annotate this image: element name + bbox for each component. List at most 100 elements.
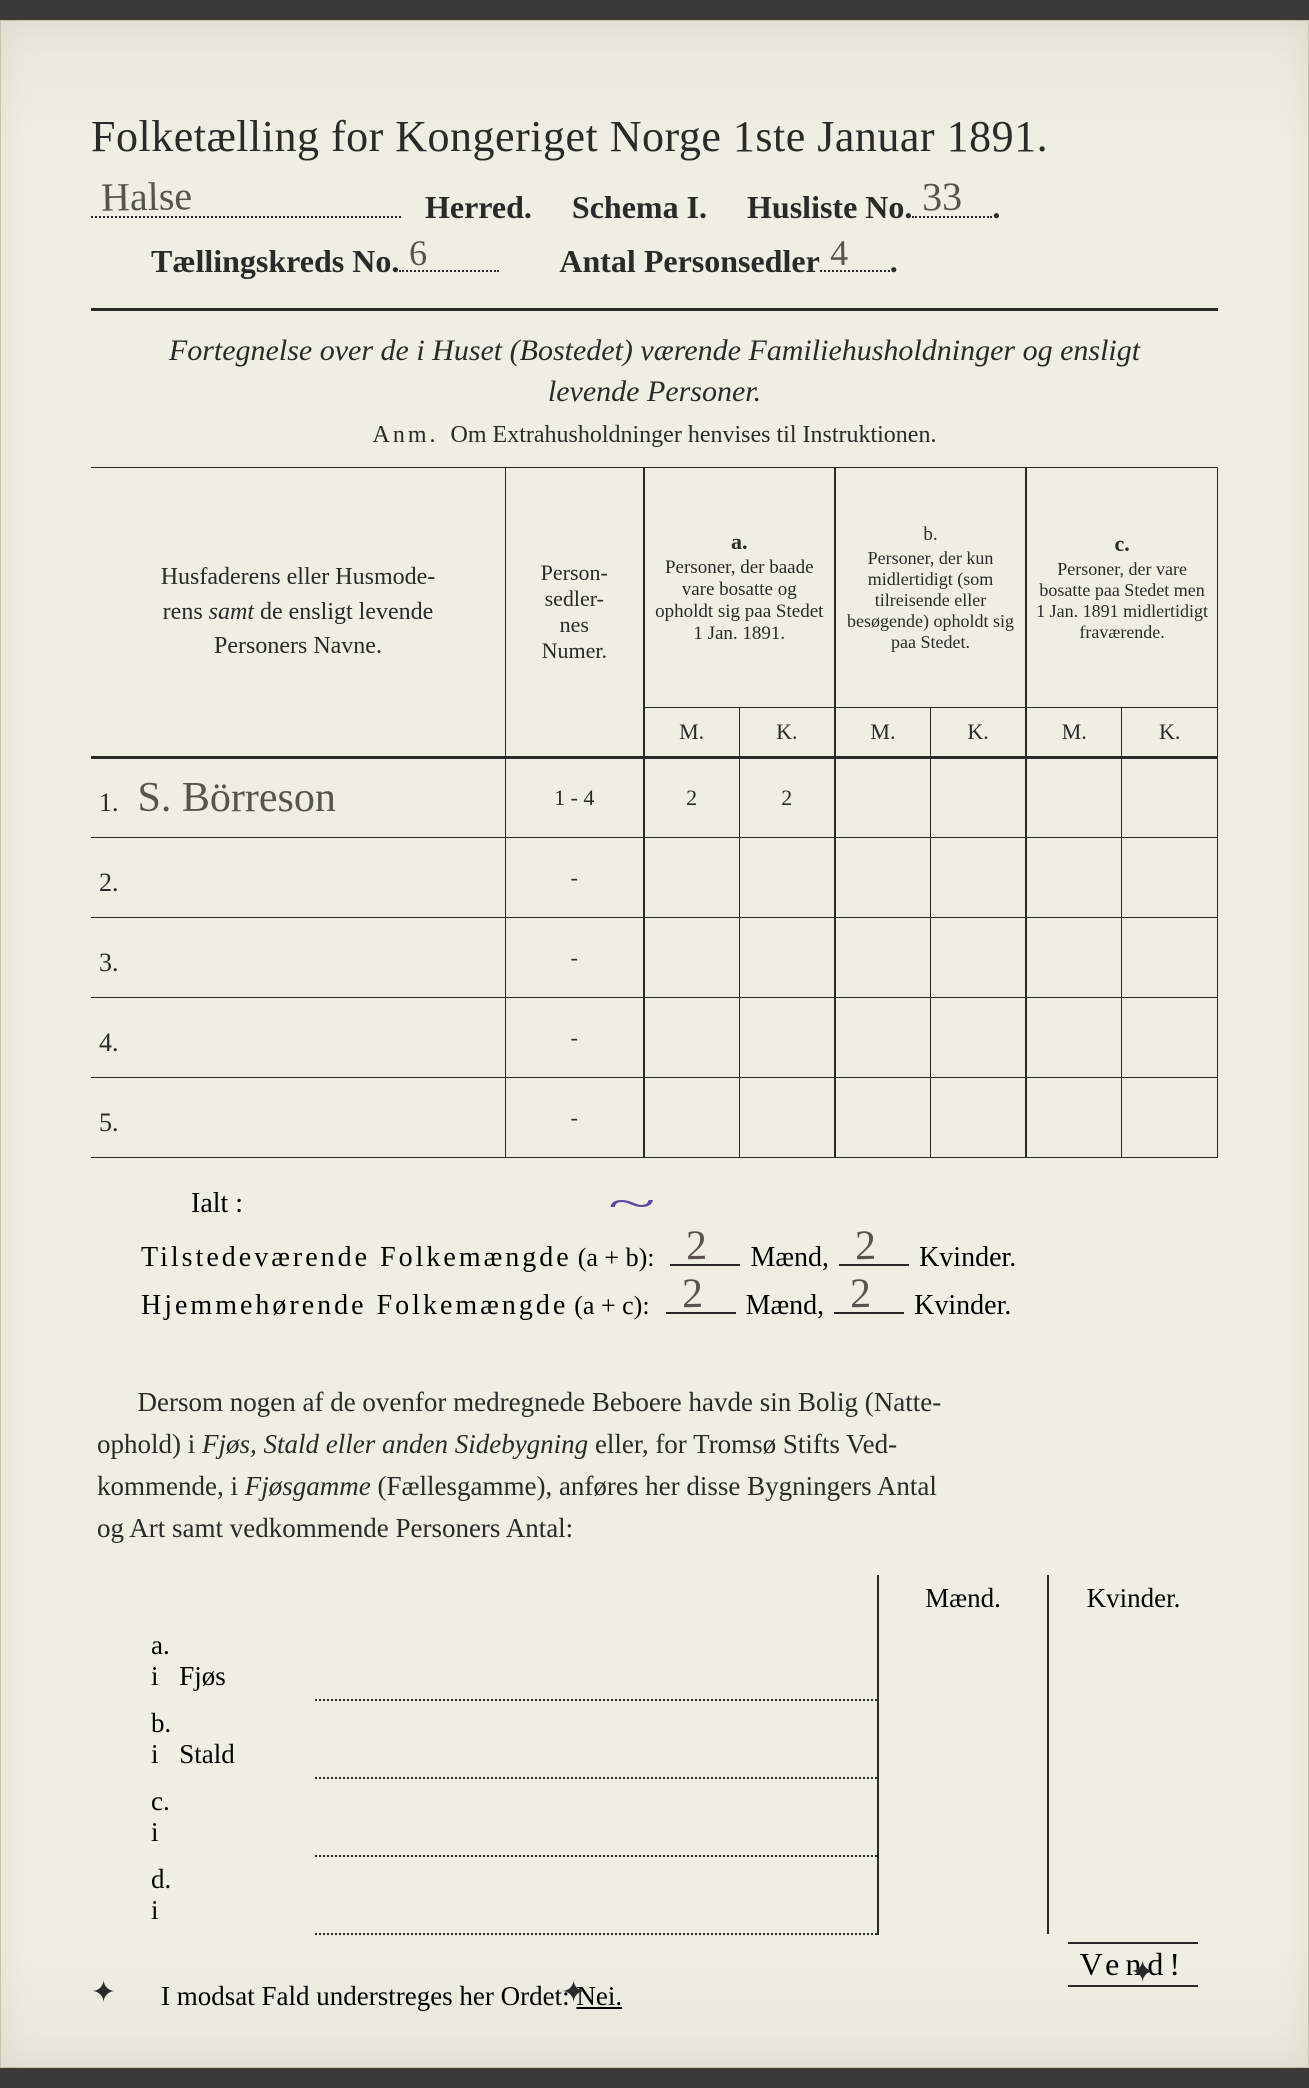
col-a-k: K. <box>739 708 835 758</box>
maend-label: Mænd, <box>750 1242 829 1274</box>
schema-label: Schema I. <box>572 189 707 226</box>
bottom-row: d. i <box>91 1856 1218 1934</box>
col-header-c: c. Personer, der vare bosatte paa Stedet… <box>1026 468 1217 708</box>
table-row: 2. - <box>91 838 1218 918</box>
bottom-m-cell <box>878 1622 1048 1700</box>
bottom-dots <box>315 1700 878 1778</box>
row-b-m <box>835 1078 931 1158</box>
row-b-k <box>931 838 1027 918</box>
pinhole-left: ✦ <box>91 1975 109 1997</box>
row-c-k <box>1122 918 1218 998</box>
row-a-m <box>644 838 740 918</box>
herred-field: Halse <box>91 184 401 218</box>
nei-prefix: I modsat Fald understreges her Ordet: <box>161 1981 570 2011</box>
bottom-dots <box>315 1622 878 1700</box>
row-name-cell: 2. <box>91 838 505 918</box>
kvinder-label: Kvinder. <box>919 1242 1016 1274</box>
sum1-m-field: 2 <box>670 1234 740 1266</box>
row-num-cell: - <box>505 1078 643 1158</box>
below-table: ~ Ialt : Tilstedeværende Folkemængde (a … <box>91 1188 1218 1322</box>
sum2-k-hand: 2 <box>850 1270 875 1318</box>
bottom-k-cell <box>1048 1778 1218 1856</box>
bottom-label: Stald <box>175 1700 315 1778</box>
nei-line: I modsat Fald understreges her Ordet: Ne… <box>161 1981 1218 2012</box>
sum1-k-field: 2 <box>839 1234 909 1266</box>
kvinder-label-2: Kvinder. <box>914 1290 1011 1322</box>
col-b-m: M. <box>835 708 931 758</box>
anm-line: Anm. Om Extrahusholdninger henvises til … <box>91 422 1218 449</box>
anm-text: Om Extrahusholdninger henvises til Instr… <box>451 422 937 448</box>
table-row: 5. - <box>91 1078 1218 1158</box>
row-c-m <box>1026 838 1122 918</box>
paragraph: Dersom nogen af de ovenfor medregnede Be… <box>97 1382 1212 1549</box>
row-c-k <box>1122 1078 1218 1158</box>
bottom-row: a. iFjøs <box>91 1622 1218 1700</box>
ialt-label: Ialt : <box>191 1188 1218 1220</box>
row-a-k: 2 <box>739 758 835 838</box>
antal-label: Antal Personsedler <box>559 243 819 280</box>
row-b-k <box>931 998 1027 1078</box>
divider-top <box>91 308 1218 311</box>
bottom-maend-head: Mænd. <box>878 1575 1048 1622</box>
bottom-dots <box>315 1856 878 1934</box>
page-title: Folketælling for Kongeriget Norge 1ste J… <box>91 111 1218 162</box>
col-b-k: K. <box>931 708 1027 758</box>
row-b-k <box>931 758 1027 838</box>
herred-handwriting: Halse <box>101 172 193 221</box>
header-line-2: Halse Herred. Schema I. Husliste No. 33 … <box>91 184 1218 226</box>
row-a-m <box>644 1078 740 1158</box>
row-a-k <box>739 918 835 998</box>
row-a-m <box>644 998 740 1078</box>
col-header-numer: Person- sedler- nes Numer. <box>505 468 643 758</box>
row-a-k <box>739 998 835 1078</box>
row-c-m <box>1026 758 1122 838</box>
squiggle-mark: ~ <box>608 1180 656 1227</box>
row-num-cell: - <box>505 918 643 998</box>
row-name-cell: 4. <box>91 998 505 1078</box>
bottom-label <box>175 1856 315 1934</box>
pinhole-mid: ✦ <box>561 1975 579 1997</box>
bottom-label: Fjøs <box>175 1622 315 1700</box>
bottom-row: c. i <box>91 1778 1218 1856</box>
bottom-m-cell <box>878 1778 1048 1856</box>
pinhole-right: ✦ <box>1130 1955 1148 1977</box>
bottom-k-cell <box>1048 1700 1218 1778</box>
row-b-m <box>835 918 931 998</box>
main-table: Husfaderens eller Husmode-rens samt de e… <box>91 467 1218 1158</box>
sum1-m-hand: 2 <box>686 1222 711 1270</box>
sum2-m-field: 2 <box>666 1282 736 1314</box>
row-c-k <box>1122 838 1218 918</box>
row-num-cell: - <box>505 998 643 1078</box>
herred-label: Herred. <box>425 189 532 226</box>
row-a-k <box>739 1078 835 1158</box>
col-header-name: Husfaderens eller Husmode-rens samt de e… <box>91 468 505 758</box>
husliste-label: Husliste No. <box>747 189 912 226</box>
row-a-m <box>644 918 740 998</box>
bottom-m-cell <box>878 1856 1048 1934</box>
row-num-cell: 1 - 4 <box>505 758 643 838</box>
subtitle: Fortegnelse over de i Huset (Bostedet) v… <box>121 331 1188 412</box>
table-row: 3. - <box>91 918 1218 998</box>
col-header-a: a. Personer, der baade vare bosatte og o… <box>644 468 835 708</box>
bottom-lead: d. i <box>91 1856 175 1934</box>
antal-no-hand: 4 <box>829 232 848 274</box>
col-c-k: K. <box>1122 708 1218 758</box>
sum2-formula: (a + c): <box>574 1291 649 1321</box>
row-c-k <box>1122 998 1218 1078</box>
kreds-label: Tællingskreds No. <box>151 243 399 280</box>
sum1-formula: (a + b): <box>578 1243 655 1273</box>
bottom-lead: a. i <box>91 1622 175 1700</box>
row-name-cell: 3. <box>91 918 505 998</box>
husliste-no-field: 33 <box>912 184 992 218</box>
row-name-cell: 1. S. Börreson <box>91 758 505 838</box>
sum-line-1: Tilstedeværende Folkemængde (a + b): 2 M… <box>141 1234 1218 1274</box>
row-b-m <box>835 838 931 918</box>
sum1-k-hand: 2 <box>855 1222 880 1270</box>
table-row: 1. S. Börreson1 - 422 <box>91 758 1218 838</box>
sum2-k-field: 2 <box>834 1282 904 1314</box>
antal-no-field: 4 <box>820 238 890 272</box>
col-header-b: b. Personer, der kun midlertidigt (som t… <box>835 468 1026 708</box>
col-c-m: M. <box>1026 708 1122 758</box>
sum2-label: Hjemmehørende Folkemængde <box>141 1290 568 1322</box>
sum1-label: Tilstedeværende Folkemængde <box>141 1242 572 1274</box>
